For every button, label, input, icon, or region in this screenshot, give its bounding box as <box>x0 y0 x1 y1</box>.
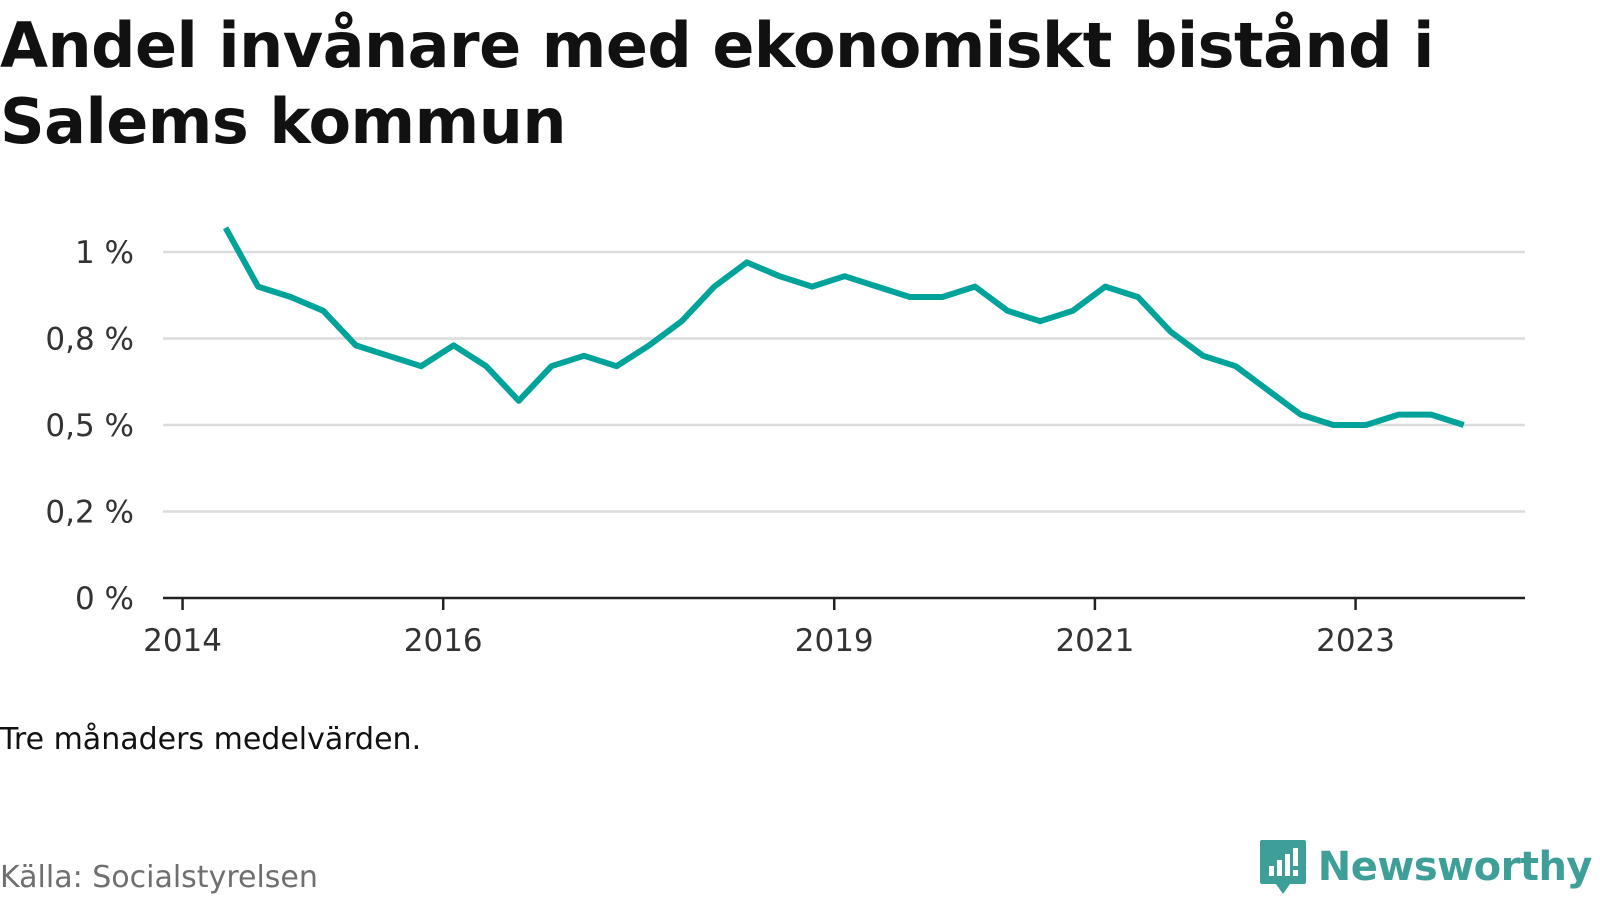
grid-lines <box>163 250 1525 513</box>
newsworthy-logo-icon <box>1259 840 1306 894</box>
y-tick-label: 0,5 % <box>45 408 134 444</box>
y-tick-label: 0,2 % <box>45 495 134 531</box>
x-tick-label: 2019 <box>795 623 874 659</box>
x-tick-label: 2014 <box>143 623 222 659</box>
chart-title: Andel invånare med ekonomiskt bistånd i … <box>0 9 1434 158</box>
x-axis <box>163 596 1525 610</box>
x-tick-label: 2023 <box>1316 623 1395 659</box>
series-group <box>222 226 1465 428</box>
y-tick-label: 0 % <box>75 581 134 617</box>
brand-name: Newsworthy <box>1317 844 1593 890</box>
x-axis-labels: 2014 2016 2019 2021 2023 <box>143 623 1395 659</box>
series-line <box>222 226 1465 428</box>
y-tick-label: 1 % <box>75 235 134 271</box>
y-axis-labels: 0 % 0,2 % 0,5 % 0,8 % 1 % <box>45 235 134 617</box>
brand-logo: Newsworthy <box>1258 838 1593 896</box>
y-tick-label: 0,8 % <box>45 322 134 358</box>
source-text: Källa: Socialstyrelsen <box>0 860 318 895</box>
x-tick-label: 2016 <box>404 623 483 659</box>
x-tick-label: 2021 <box>1055 623 1134 659</box>
chart-note: Tre månaders medelvärden. <box>0 722 422 757</box>
